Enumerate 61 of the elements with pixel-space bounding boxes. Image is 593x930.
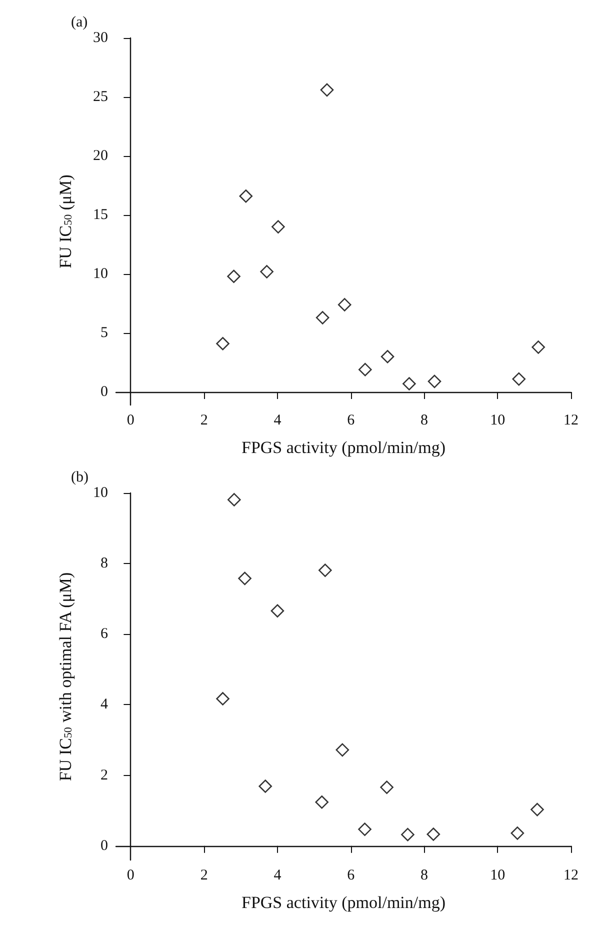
point <box>227 270 240 284</box>
x-tick-label: 4 <box>274 868 282 884</box>
x-tick-label: 10 <box>490 412 506 428</box>
y-tick-label: 20 <box>93 148 108 164</box>
point <box>239 189 253 203</box>
point <box>338 298 352 312</box>
y-tick-label: 5 <box>100 325 108 342</box>
point <box>402 377 416 390</box>
point <box>270 604 284 618</box>
point <box>315 795 328 809</box>
x-tick-label: 2 <box>200 412 208 428</box>
point <box>358 362 372 376</box>
point <box>228 493 241 506</box>
chart-title: (b) <box>71 470 88 486</box>
x-tick-label: 12 <box>564 868 578 884</box>
x-tick-label: 4 <box>274 412 282 428</box>
point <box>258 780 272 793</box>
x-tick-label: 8 <box>420 868 428 884</box>
point <box>260 265 274 278</box>
point <box>380 780 394 794</box>
y-tick-label: 2 <box>100 767 108 784</box>
y-tick-label: 0 <box>100 384 108 400</box>
point <box>216 692 230 706</box>
x-tick-label: 0 <box>126 412 134 428</box>
y-tick-label: 30 <box>93 30 108 46</box>
point <box>512 372 526 386</box>
point <box>320 83 334 97</box>
point <box>530 802 544 816</box>
point <box>358 822 372 836</box>
point <box>401 828 414 842</box>
point <box>380 350 394 364</box>
y-tick-label: 8 <box>100 556 108 572</box>
y-tick-label: 25 <box>93 89 108 106</box>
y-tick-label: 6 <box>100 626 108 642</box>
x-tick-label: 0 <box>126 868 134 884</box>
point <box>428 374 442 388</box>
x-axis-title: FPGS activity (pmol/min/mg) <box>241 438 446 457</box>
point <box>316 311 330 324</box>
y-tick-label: 0 <box>100 838 108 854</box>
point <box>510 826 524 840</box>
y-axis-title: FU IC50 with optimal FA (μM) <box>56 572 75 782</box>
x-axis-title: FPGS activity (pmol/min/mg) <box>241 893 446 912</box>
x-tick-label: 6 <box>347 412 356 428</box>
point <box>238 572 252 586</box>
x-tick-label: 2 <box>200 868 208 884</box>
x-tick-label: 8 <box>420 412 428 428</box>
y-tick-label: 4 <box>100 696 108 713</box>
x-tick-label: 6 <box>347 868 356 884</box>
point <box>426 828 440 841</box>
point <box>532 340 545 354</box>
point <box>216 336 230 350</box>
y-tick-label: 10 <box>93 485 108 501</box>
point <box>336 743 350 757</box>
y-tick-label: 10 <box>93 266 108 282</box>
point <box>272 220 285 234</box>
x-tick-label: 10 <box>490 868 506 884</box>
y-tick-label: 15 <box>93 207 108 224</box>
x-tick-label: 12 <box>564 412 578 428</box>
chart-title: (a) <box>71 14 88 30</box>
point <box>318 564 332 577</box>
y-axis-title: FU IC50 (μM) <box>56 174 75 268</box>
